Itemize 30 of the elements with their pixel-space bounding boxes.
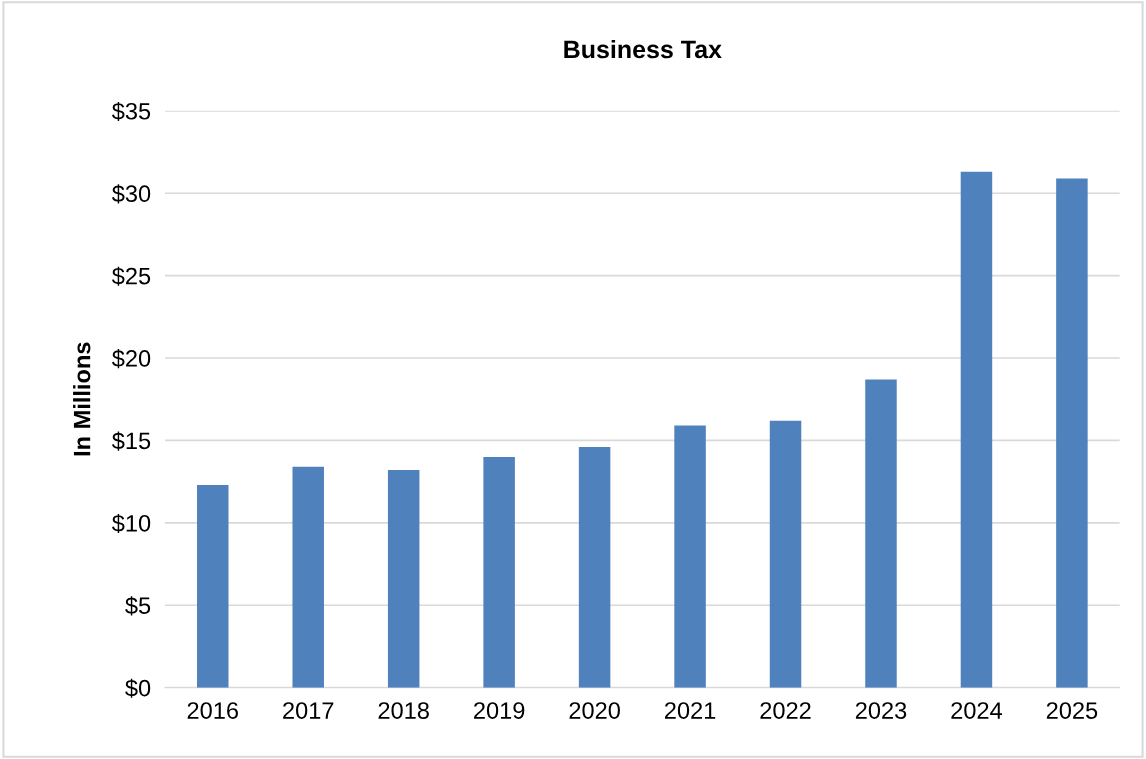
chart-title: Business Tax: [564, 39, 722, 59]
y-tick-label: $15: [112, 431, 151, 451]
bar: [578, 447, 611, 688]
x-tick-label: 2018: [378, 702, 429, 719]
bar: [865, 379, 897, 688]
bar: [674, 425, 706, 688]
y-tick-label: $0: [125, 678, 151, 698]
y-tick-label: $25: [112, 266, 151, 286]
bar: [387, 470, 420, 688]
x-tick-label: 2019: [474, 702, 525, 719]
bar: [483, 456, 515, 688]
y-tick-label: $35: [112, 101, 151, 122]
x-tick-label: 2023: [855, 702, 907, 719]
x-tick-label: 2021: [664, 702, 716, 719]
y-tick-label: $30: [112, 184, 151, 204]
x-tick-label: 2022: [760, 702, 811, 719]
y-tick-label: $5: [125, 596, 151, 616]
y-axis-title: In Millions: [73, 342, 91, 456]
x-tick-label: 2016: [187, 702, 238, 719]
bar: [1056, 178, 1088, 688]
x-tick-label: 2024: [951, 702, 1003, 719]
bar: [769, 420, 802, 688]
bar: [960, 171, 993, 688]
y-tick-label: $10: [112, 513, 151, 534]
x-tick-label: 2017: [283, 702, 334, 719]
y-tick-label: $20: [112, 349, 151, 369]
bar: [292, 466, 324, 688]
x-tick-label: 2020: [569, 702, 620, 719]
bar: [197, 484, 229, 688]
x-tick-label: 2025: [1046, 702, 1098, 719]
